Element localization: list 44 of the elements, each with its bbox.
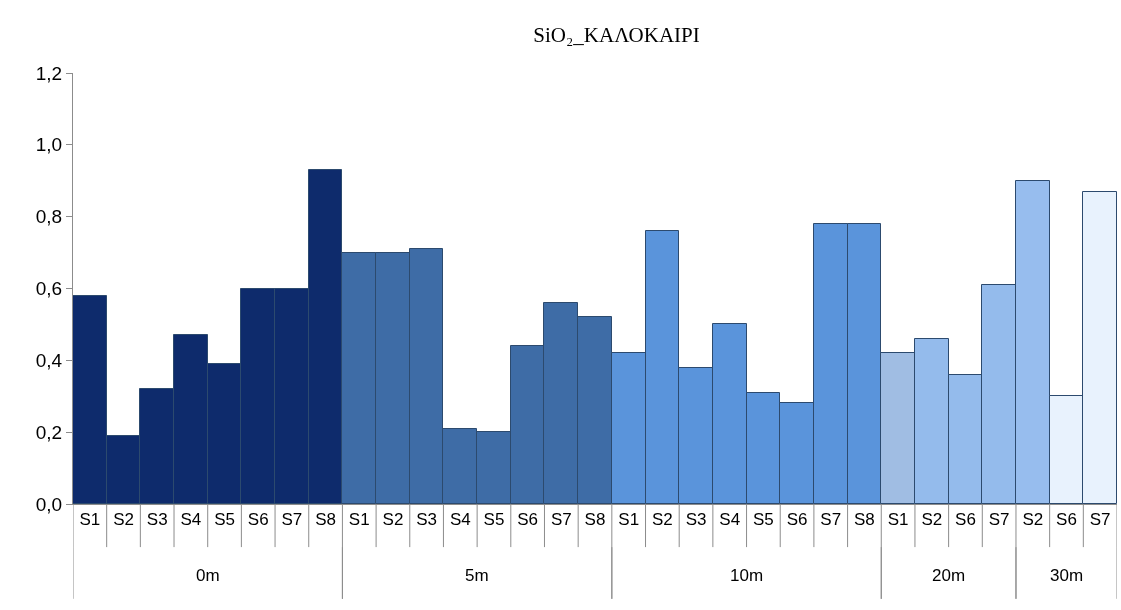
x-tick-label: S7 (550, 510, 572, 530)
x-tick-label: S7 (1089, 510, 1111, 530)
x-tick-label: S5 (483, 510, 505, 530)
y-tick-label: 0,8 (35, 206, 63, 228)
x-tick-label: S3 (416, 510, 438, 530)
x-tick-label: S7 (820, 510, 842, 530)
x-tick-label: S4 (449, 510, 471, 530)
x-tick-label: S1 (79, 510, 101, 530)
x-tick-label: S3 (685, 510, 707, 530)
y-tick-label: 0,6 (35, 278, 63, 300)
x-tick-label: S1 (348, 510, 370, 530)
x-tick-label: S6 (786, 510, 808, 530)
x-tick-label: S6 (247, 510, 269, 530)
x-tick-label: S4 (719, 510, 741, 530)
y-tick-label: 1,0 (35, 134, 63, 156)
x-tick-label: S7 (988, 510, 1010, 530)
x-tick-label: S7 (281, 510, 303, 530)
text: 20m (932, 566, 966, 585)
x-tick-label: S2 (921, 510, 943, 530)
y-tick-label: 0,4 (35, 349, 63, 371)
chart-title: SiO₂_ΚΑΛΟΚΑΙΡΙ (533, 23, 700, 48)
x-tick-label: S1 (618, 510, 640, 530)
text: 5m (465, 566, 489, 585)
x-tick-label: S2 (113, 510, 134, 530)
text: 10m (730, 566, 764, 585)
text: 30m (1050, 566, 1084, 585)
x-tick-label: S3 (146, 510, 168, 530)
x-tick-label: S8 (584, 510, 606, 530)
x-tick-label: S2 (651, 510, 673, 530)
x-tick-label: S4 (180, 510, 202, 530)
y-tick-label: 0,2 (35, 421, 63, 443)
text: 0m (196, 566, 220, 585)
x-tick-label: S8 (315, 510, 336, 530)
y-tick-label: 0,0 (35, 493, 63, 515)
y-tick-label: 1,2 (35, 62, 63, 84)
x-tick-label: S6 (517, 510, 539, 530)
x-tick-label: S6 (955, 510, 976, 530)
x-tick-label: S6 (1056, 510, 1077, 530)
x-tick-label: S5 (752, 510, 774, 530)
x-tick-label: S8 (854, 510, 875, 530)
x-tick-label: S5 (214, 510, 235, 530)
x-tick-label: S2 (1022, 510, 1044, 530)
x-tick-label: S2 (382, 510, 404, 530)
x-tick-label: S1 (887, 510, 909, 530)
